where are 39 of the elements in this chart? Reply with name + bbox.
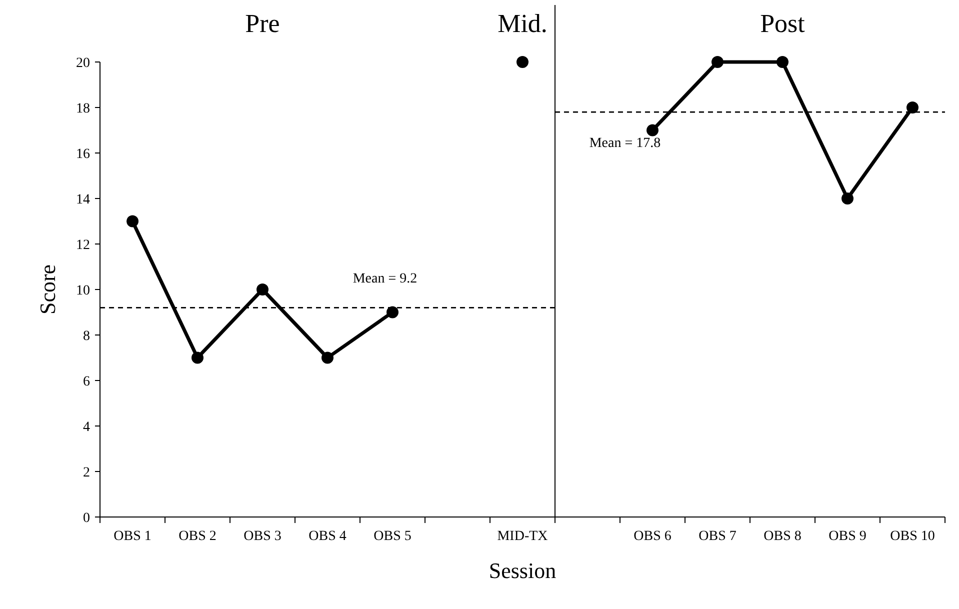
- point: [842, 192, 854, 204]
- x-tick-label: OBS 8: [764, 529, 802, 544]
- y-tick-label: 4: [83, 420, 90, 435]
- point: [646, 124, 658, 136]
- point: [906, 102, 918, 114]
- x-axis-title: Session: [488, 558, 556, 583]
- point: [256, 284, 268, 296]
- x-tick-label: OBS 2: [178, 529, 216, 544]
- y-tick-label: 14: [76, 192, 90, 208]
- point: [192, 352, 204, 364]
- x-tick-label: OBS 3: [244, 529, 282, 544]
- point: [776, 56, 788, 68]
- y-tick-label: 6: [83, 374, 90, 390]
- y-tick-label: 18: [76, 101, 90, 116]
- y-tick-label: 16: [76, 146, 90, 162]
- x-tick-label: OBS 5: [374, 529, 412, 544]
- y-tick-label: 8: [83, 328, 90, 344]
- x-tick-label: OBS 6: [634, 529, 672, 544]
- x-tick-label: OBS 4: [308, 529, 346, 544]
- text: Post: [760, 9, 806, 38]
- text: Mid.: [498, 9, 548, 38]
- y-tick-label: 0: [83, 510, 90, 526]
- x-tick-label: OBS 1: [114, 529, 152, 544]
- x-tick-label: OBS 9: [828, 529, 866, 544]
- text: Pre: [245, 9, 280, 38]
- y-tick-label: 10: [76, 283, 90, 298]
- y-tick-label: 2: [83, 465, 90, 480]
- y-axis-title: Score: [35, 264, 60, 315]
- ref-line-label: Mean = 9.2: [352, 272, 418, 287]
- x-tick-label: OBS 7: [698, 529, 736, 544]
- point: [712, 56, 724, 68]
- point: [386, 306, 398, 318]
- y-tick-label: 12: [76, 238, 90, 253]
- point: [322, 352, 334, 364]
- x-tick-label: OBS 10: [890, 529, 935, 544]
- x-tick-label: MID-TX: [497, 529, 548, 544]
- point: [126, 215, 138, 228]
- ref-line-label: Mean = 17.8: [589, 136, 661, 151]
- y-tick-label: 20: [76, 56, 90, 71]
